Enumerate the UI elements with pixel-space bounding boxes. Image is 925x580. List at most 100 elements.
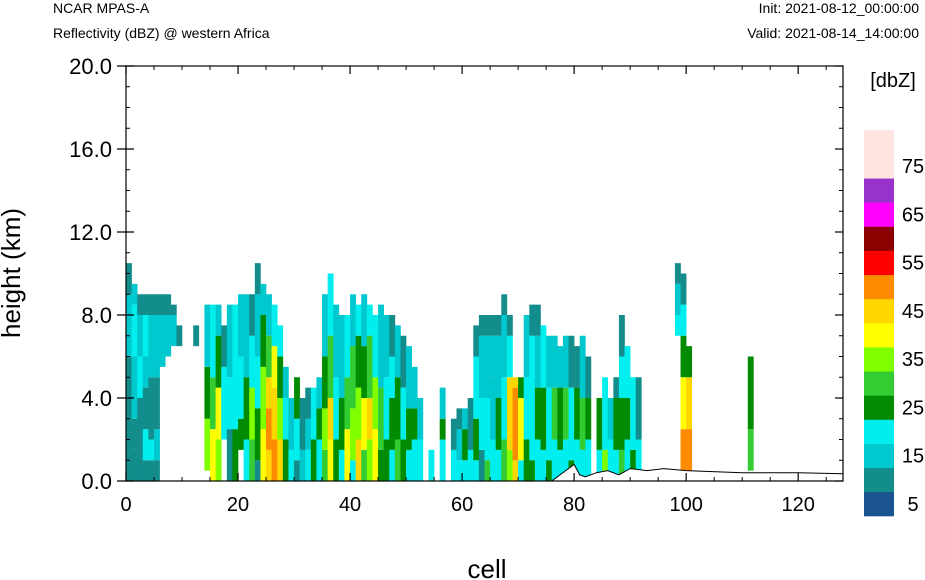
reflectivity-cell [557,387,564,450]
reflectivity-cell [361,398,368,450]
reflectivity-cell [635,439,642,481]
reflectivity-cell [439,387,446,419]
reflectivity-cell [523,315,530,378]
reflectivity-cell [501,294,508,315]
reflectivity-cell [243,294,250,378]
reflectivity-cell [478,315,485,336]
reflectivity-cell [462,429,468,461]
reflectivity-cell [686,429,693,471]
reflectivity-cell [338,398,345,450]
x-tick-label: 120 [782,494,815,516]
colorbar-swatch [864,250,894,276]
reflectivity-cell [406,346,412,409]
reflectivity-cell [411,439,418,481]
colorbar-swatch [864,443,894,469]
reflectivity-cell [534,439,541,481]
reflectivity-cell [226,429,233,482]
reflectivity-cell [249,294,256,336]
reflectivity-cell [361,346,368,399]
reflectivity-cell [176,325,183,347]
reflectivity-cell [154,294,160,315]
reflectivity-cell [277,439,284,481]
x-tick-label: 20 [227,494,249,516]
reflectivity-cell [154,460,160,481]
reflectivity-cell [613,377,620,398]
reflectivity-cell [495,315,502,336]
y-axis-label: height (km) [0,208,26,338]
reflectivity-cell [288,449,295,482]
reflectivity-cell [551,387,558,440]
colorbar-swatch [864,347,894,372]
reflectivity-cell [277,398,284,440]
reflectivity-cell [574,439,581,481]
reflectivity-cell [154,377,160,430]
reflectivity-cell [372,429,379,482]
reflectivity-cell [243,377,250,440]
reflectivity-cell [518,460,525,481]
reflectivity-cell [327,398,334,440]
reflectivity-cell [473,460,480,481]
reflectivity-cell [630,377,637,450]
x-axis-label: cell [467,554,506,580]
reflectivity-cell [154,315,160,357]
reflectivity-cell [506,377,513,450]
reflectivity-cell [137,398,144,440]
x-axis: 0 20 40 60 80 100 120 [120,66,827,516]
reflectivity-cell [170,304,177,316]
reflectivity-cell [142,387,149,430]
reflectivity-cell [243,439,250,481]
reflectivity-cell [585,356,592,398]
reflectivity-cell [238,418,244,450]
reflectivity-cell [473,325,480,357]
reflectivity-cell [142,356,149,388]
reflectivity-cell [282,398,289,440]
x-tick-label: 0 [120,494,131,516]
reflectivity-cell [484,398,491,461]
reflectivity-cell [490,315,496,336]
y-tick-label: 16.0 [69,137,112,162]
reflectivity-cell [249,439,256,481]
reflectivity-cell [624,439,631,481]
reflectivity-cell [411,408,418,440]
reflectivity-cell [355,439,362,481]
reflectivity-cell [635,377,642,440]
reflectivity-cell [585,398,592,440]
reflectivity-cell [534,304,541,336]
reflectivity-cell [355,304,362,336]
reflectivity-cell [338,315,345,398]
reflectivity-cell [747,356,754,430]
reflectivity-cell [389,398,396,450]
reflectivity-cell [266,335,272,378]
reflectivity-cell [378,449,384,482]
reflectivity-cell [170,315,177,347]
reflectivity-cell [260,429,267,482]
reflectivity-cell [316,439,323,481]
reflectivity-cell [344,429,351,482]
reflectivity-cell [378,387,384,450]
colorbar-label: 25 [902,397,924,419]
reflectivity-cell [506,335,513,378]
reflectivity-cell [159,315,166,367]
reflectivity-cell [439,418,446,440]
reflectivity-cell [271,346,278,388]
reflectivity-cell [579,449,586,482]
reflectivity-cell [618,356,625,398]
reflectivity-cell [366,335,373,398]
reflectivity-cell [260,366,267,430]
reflectivity-cell [310,387,317,440]
reflectivity-cell [254,356,261,409]
reflectivity-cell [574,387,581,440]
colorbar-label: 45 [902,301,924,323]
colorbar-label: 5 [907,494,918,516]
reflectivity-cell [551,439,558,481]
reflectivity-cell [271,304,278,347]
reflectivity-cell [747,429,754,471]
reflectivity-cell [518,398,525,461]
reflectivity-cell [557,449,564,482]
reflectivity-cell [294,418,300,461]
colorbar-swatch [864,298,894,324]
reflectivity-cell [254,408,261,461]
reflectivity-cell [394,439,401,481]
colorbar-title: [dbZ] [870,70,916,92]
reflectivity-cell [305,387,312,419]
